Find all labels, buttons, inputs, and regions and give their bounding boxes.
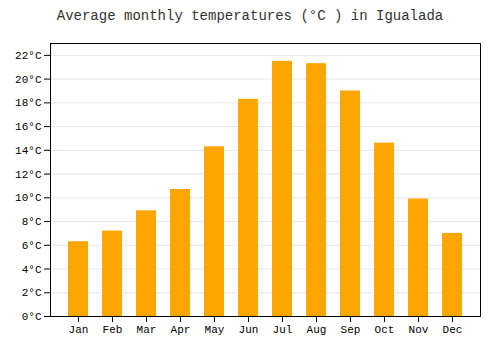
svg-text:8°C: 8°C xyxy=(22,216,42,228)
svg-text:Oct: Oct xyxy=(375,324,395,336)
svg-text:6°C: 6°C xyxy=(22,240,42,252)
svg-text:Dec: Dec xyxy=(443,324,463,336)
html-text:Average monthly temperatures (: Average monthly temperatures (°C ) in Ig… xyxy=(56,8,444,24)
svg-text:4°C: 4°C xyxy=(22,264,42,276)
svg-text:18°C: 18°C xyxy=(15,97,42,109)
svg-text:Apr: Apr xyxy=(171,324,191,336)
svg-text:Nov: Nov xyxy=(409,324,429,336)
svg-text:Aug: Aug xyxy=(307,324,327,336)
svg-text:Jul: Jul xyxy=(273,324,293,336)
svg-text:22°C: 22°C xyxy=(15,50,42,62)
svg-text:2°C: 2°C xyxy=(22,287,42,299)
svg-text:Mar: Mar xyxy=(137,324,157,336)
svg-text:10°C: 10°C xyxy=(15,192,42,204)
svg-text:Jan: Jan xyxy=(69,324,89,336)
svg-text:12°C: 12°C xyxy=(15,169,42,181)
svg-text:Jun: Jun xyxy=(239,324,259,336)
svg-text:14°C: 14°C xyxy=(15,145,42,157)
svg-text:0°C: 0°C xyxy=(22,311,42,323)
svg-text:16°C: 16°C xyxy=(15,121,42,133)
svg-text:20°C: 20°C xyxy=(15,74,42,86)
svg-text:Feb: Feb xyxy=(103,324,123,336)
svg-text:Sep: Sep xyxy=(341,324,361,336)
svg-text:May: May xyxy=(205,324,225,336)
